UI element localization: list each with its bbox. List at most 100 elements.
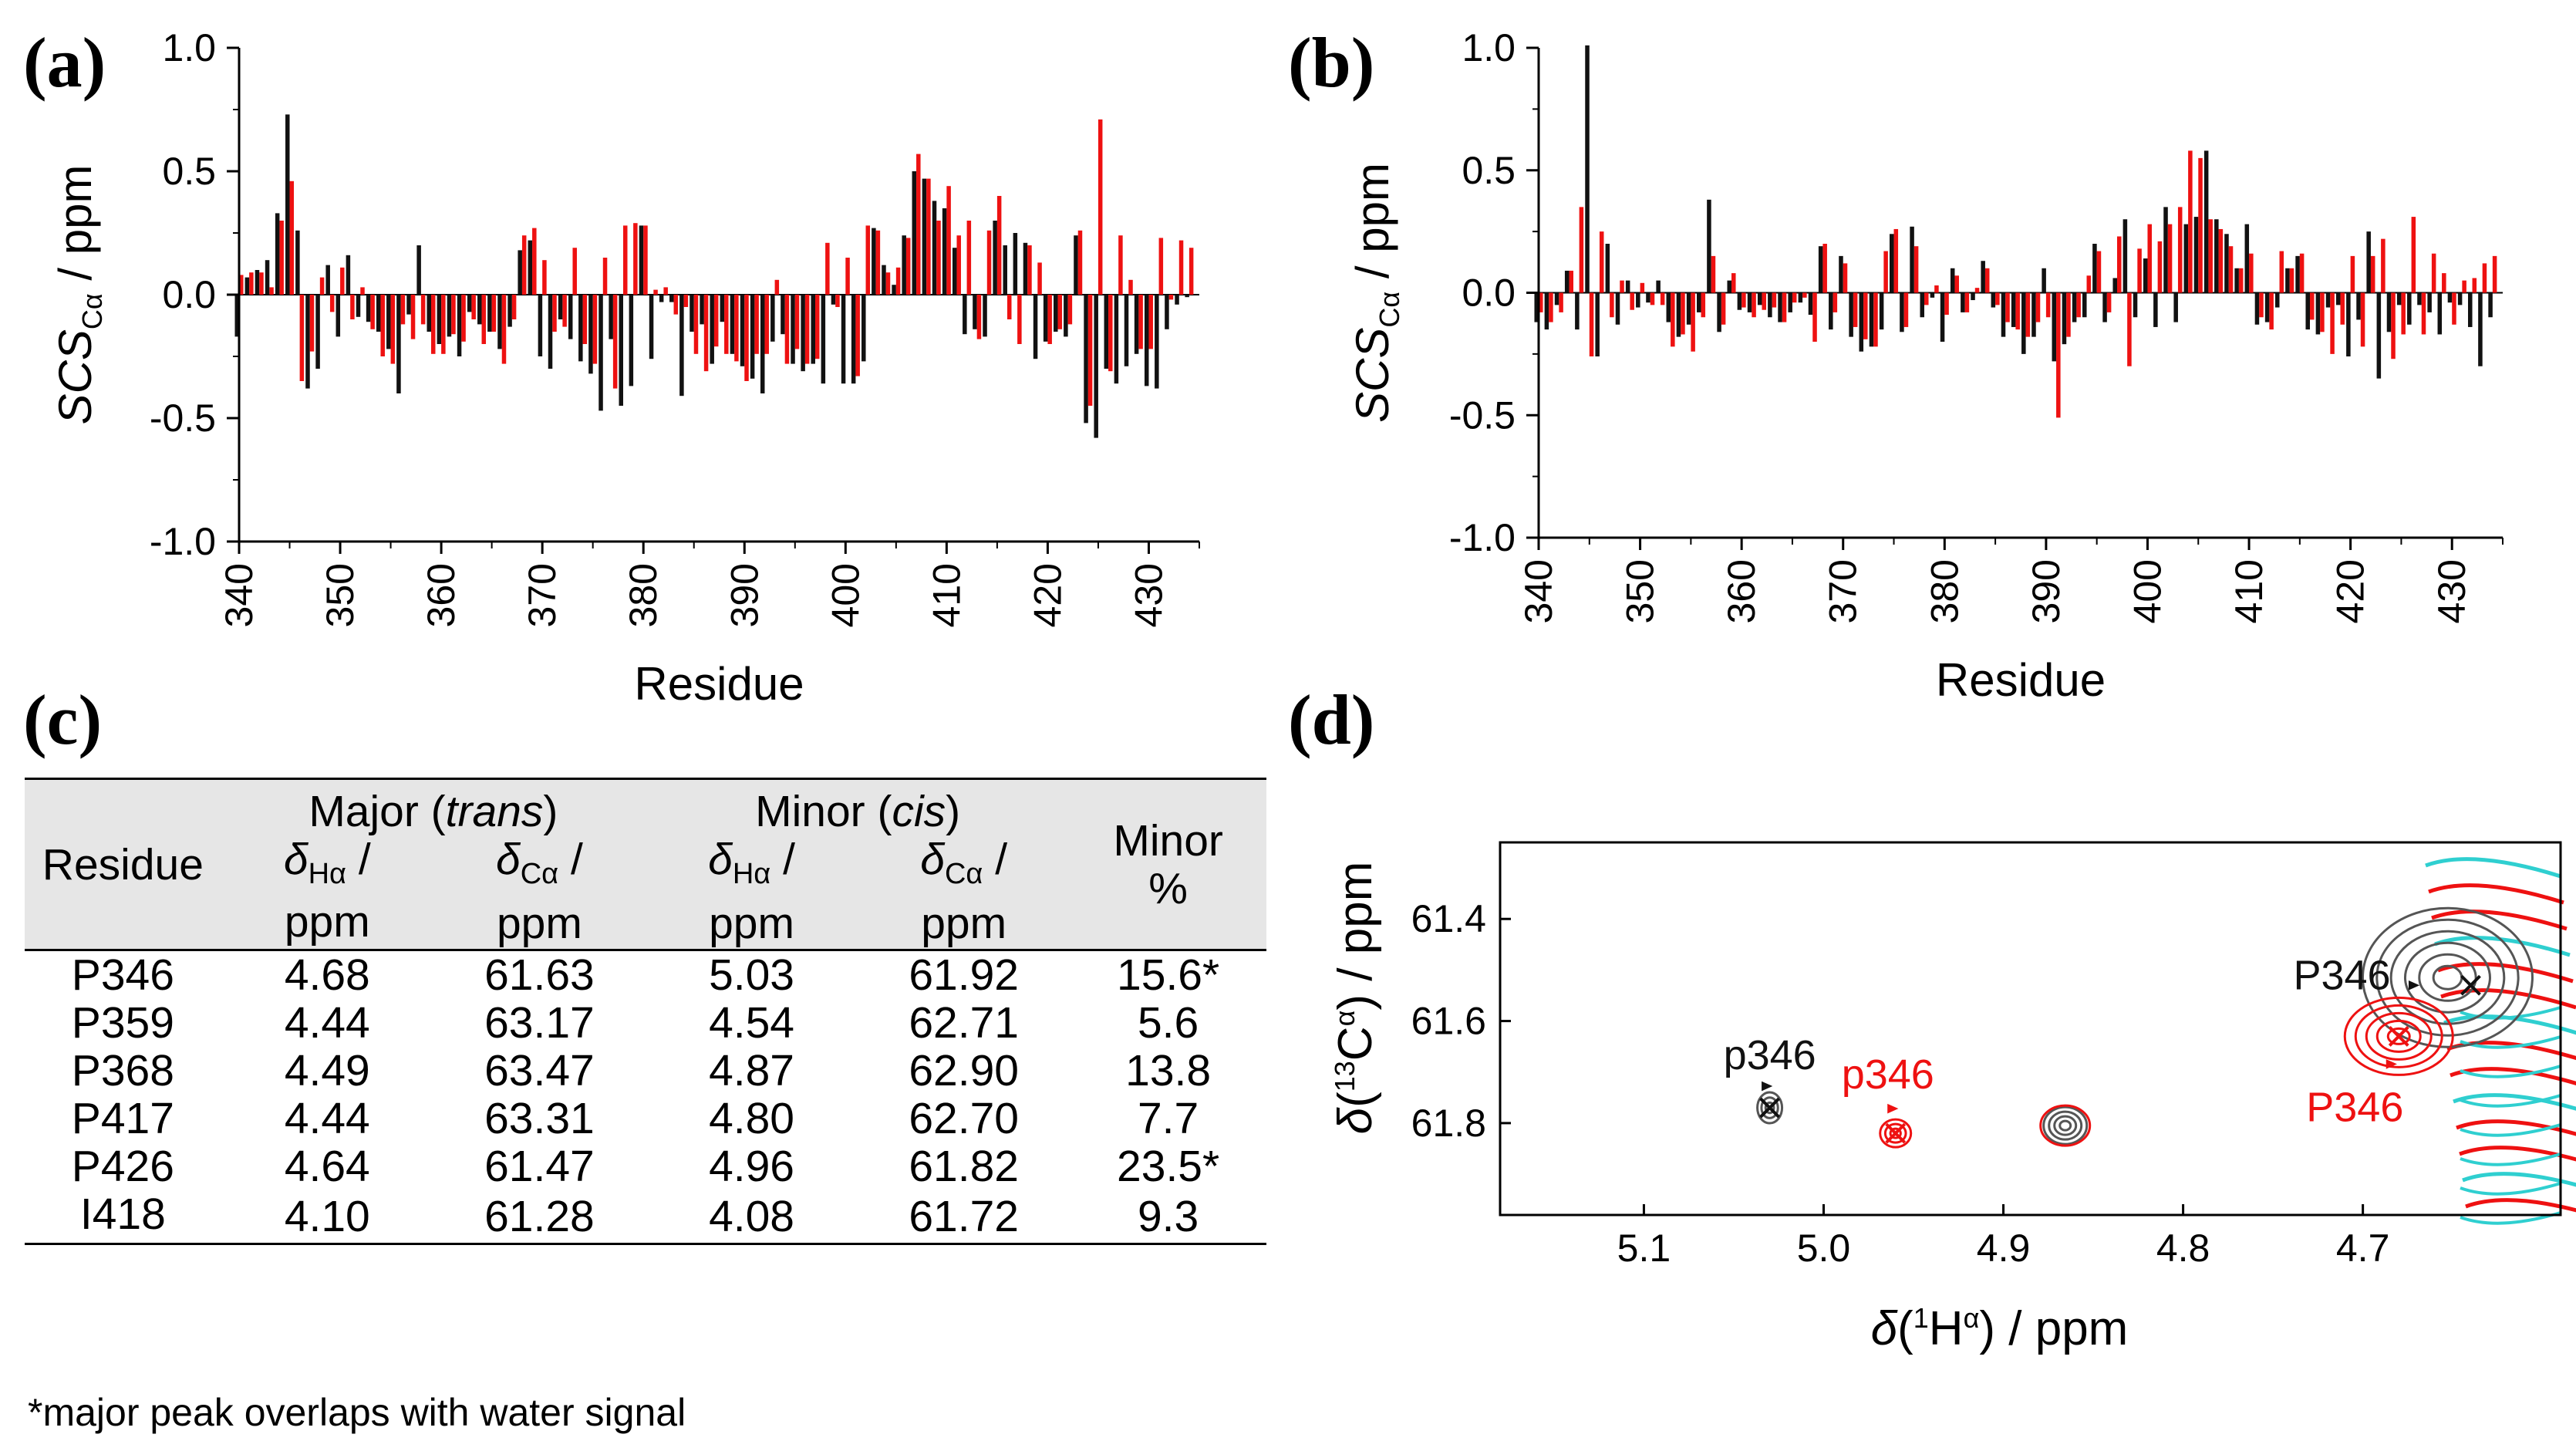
x-tick-label-d: 4.7 <box>2336 1227 2390 1270</box>
peak-label-P346-black: P346 <box>2293 952 2390 998</box>
bar-b-red-344 <box>1579 207 1584 293</box>
bar-a-black-376 <box>598 295 603 411</box>
bar-b-black-346 <box>1595 292 1600 357</box>
bar-b-black-375 <box>1890 234 1894 293</box>
bar-b-red-347 <box>1610 292 1614 318</box>
bar-a-red-384 <box>683 295 689 307</box>
bar-b-red-350 <box>1640 282 1645 293</box>
bar-b-black-422 <box>2366 231 2371 293</box>
bar-a-black-413 <box>973 295 977 329</box>
bar-b-red-385 <box>1995 292 2000 305</box>
bar-a-red-364 <box>481 295 487 344</box>
header-minor-text: Minor ( <box>755 787 892 836</box>
cell-minor-percent: 13.8 <box>1125 1046 1212 1095</box>
bar-a-red-411 <box>956 235 961 295</box>
x-tick-label-b: 360 <box>1720 559 1763 623</box>
bar-b-black-361 <box>1747 292 1752 312</box>
bar-a-red-408 <box>926 178 931 295</box>
peak-contour-p346-red <box>1883 1122 1907 1144</box>
water-contour <box>2460 1123 2561 1137</box>
x-tick-label-a: 340 <box>217 563 261 627</box>
bar-a-red-405 <box>895 267 901 295</box>
bar-a-red-363 <box>471 295 476 319</box>
peak-contour-P346-black <box>2389 930 2506 1025</box>
table-row: P359 4.44 63.17 4.54 62.71 5.6 <box>25 999 1266 1047</box>
bar-a-red-365 <box>491 295 497 332</box>
bar-b-black-408 <box>2224 234 2229 293</box>
bar-a-red-358 <box>420 295 426 325</box>
bar-a-black-385 <box>690 295 694 332</box>
bar-b-red-387 <box>2015 292 2020 330</box>
bar-b-red-386 <box>2005 292 2010 322</box>
bar-b-black-372 <box>1859 292 1864 352</box>
h-alpha-sub: Hα <box>732 858 771 890</box>
peak-contour-P346-red <box>2354 1004 2443 1068</box>
header-minor-c: δCα / <box>858 835 1070 898</box>
bar-b-red-372 <box>1863 292 1868 339</box>
bar-a-black-375 <box>588 295 593 374</box>
bar-a-red-374 <box>582 295 588 344</box>
bar-a-red-399 <box>835 295 840 307</box>
bar-a-black-381 <box>649 295 654 359</box>
header-minor-close: ) <box>946 787 961 836</box>
peak-label-p346-red: p346 <box>1842 1051 1934 1098</box>
peak-contour-P346-black <box>2375 918 2520 1037</box>
bar-b-black-413 <box>2275 292 2280 308</box>
bar-a-black-404 <box>882 265 886 295</box>
bar-b-black-430 <box>2447 292 2453 303</box>
bar-a-black-432 <box>1165 295 1169 329</box>
bar-a-red-353 <box>370 295 375 329</box>
cell-minor-c: 61.82 <box>909 1142 1019 1191</box>
bar-a-red-400 <box>845 258 850 295</box>
y-tick-label-d: 61.6 <box>1411 1000 1486 1043</box>
bar-a-red-430 <box>1148 295 1153 349</box>
water-contour <box>2460 1006 2561 1020</box>
bar-b-red-345 <box>1589 292 1594 357</box>
header-ppm: ppm <box>284 897 370 947</box>
cell-major-c: 63.47 <box>484 1046 595 1095</box>
bar-b-red-392 <box>2066 292 2071 337</box>
header-minor-h: δHα / <box>646 835 858 898</box>
delta-symbol: δ <box>920 835 945 884</box>
y-axis-label-a: SCSCα / ppm <box>49 165 108 425</box>
bar-b-red-360 <box>1741 292 1746 308</box>
bar-a-black-419 <box>1033 295 1038 359</box>
bar-b-black-434 <box>2488 292 2493 318</box>
bar-b-black-367 <box>1808 292 1813 316</box>
bar-b-black-363 <box>1768 292 1772 318</box>
c-alpha-sub: Cα <box>944 858 983 890</box>
cell-major-h: 4.64 <box>284 1142 370 1191</box>
bar-b-red-430 <box>2452 292 2456 325</box>
bar-a-red-433 <box>1178 240 1184 295</box>
bar-b-black-360 <box>1737 292 1742 310</box>
bar-b-black-426 <box>2407 292 2412 325</box>
bar-a-black-403 <box>872 228 876 295</box>
bar-b-red-406 <box>2208 219 2213 293</box>
bar-a-red-416 <box>1007 295 1012 319</box>
bar-b-black-355 <box>1686 292 1691 325</box>
bar-a-red-342 <box>259 272 264 295</box>
bar-a-black-384 <box>679 295 684 397</box>
bar-b-black-411 <box>2254 292 2260 325</box>
bar-b-black-382 <box>1961 292 1965 312</box>
cell-minor-percent: 9.3 <box>1137 1192 1199 1241</box>
peak-contour-overlap <box>2058 1119 2072 1132</box>
bar-b-black-416 <box>2305 292 2310 330</box>
c-alpha-sub: Cα <box>520 858 559 890</box>
bar-a-black-421 <box>1054 295 1058 332</box>
bar-a-red-412 <box>966 221 972 295</box>
bar-a-black-382 <box>659 295 664 302</box>
bar-a-black-396 <box>801 295 805 372</box>
peak-marker-p346-black <box>1759 1097 1780 1119</box>
bar-a-red-369 <box>532 228 537 295</box>
bar-b-red-361 <box>1752 292 1756 318</box>
bar-b-red-370 <box>1843 263 1848 293</box>
bar-b-red-355 <box>1691 292 1695 352</box>
table-header-row-2: δHα / δCα / δHα / δCα / <box>25 835 1266 898</box>
bar-a-black-351 <box>346 255 351 295</box>
delta-symbol: δ <box>283 835 309 884</box>
bar-a-red-345 <box>289 181 295 295</box>
h-alpha-sub: Hα <box>308 858 346 890</box>
bar-b-black-373 <box>1869 292 1874 347</box>
bar-b-black-423 <box>2376 292 2382 379</box>
